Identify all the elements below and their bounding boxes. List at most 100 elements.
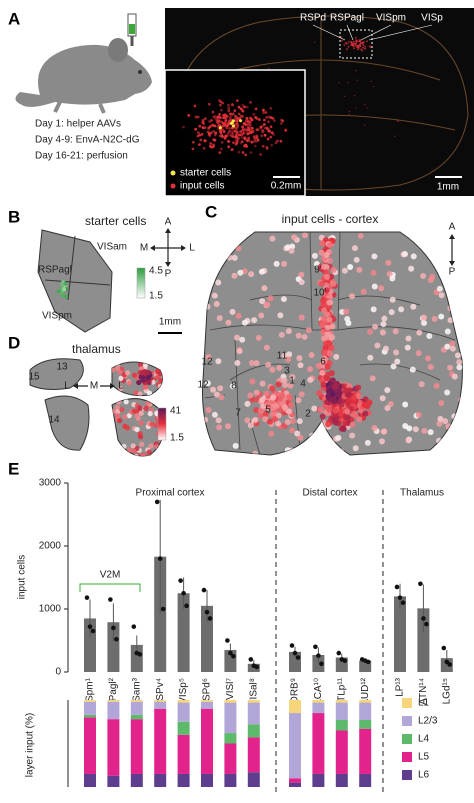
area-label: 7	[235, 408, 241, 419]
cell-dot	[244, 153, 248, 157]
input-dot	[281, 352, 288, 359]
input-dot	[273, 260, 280, 267]
input-dot	[370, 306, 377, 313]
input-dot	[443, 446, 450, 453]
cell-dot	[262, 108, 265, 112]
cell-dot	[369, 46, 372, 49]
cell-dot	[350, 44, 353, 46]
input-dot	[338, 448, 345, 455]
cell-dot	[235, 99, 239, 103]
cell-dot	[236, 124, 240, 128]
cell-dot	[262, 111, 265, 115]
input-dot	[278, 331, 285, 338]
input-dot	[410, 253, 417, 260]
input-dot	[155, 397, 162, 403]
x-tick-label: RSPagl²	[108, 677, 119, 715]
compass-label: M	[140, 243, 148, 254]
cell-dot	[355, 41, 358, 44]
cell-dot	[231, 134, 235, 138]
input-dot	[319, 240, 326, 247]
stack-segment	[359, 702, 372, 721]
cell-dot	[234, 142, 238, 146]
stack-segment	[359, 700, 372, 703]
input-dot	[275, 420, 282, 427]
input-dot	[141, 361, 147, 363]
input-dot	[430, 238, 437, 245]
input-dot	[271, 416, 278, 423]
area-label: 3	[284, 366, 290, 377]
x-tick-label: LP¹³	[395, 677, 406, 697]
cell-dot	[204, 117, 208, 120]
cell-dot	[215, 118, 219, 122]
data-point	[111, 625, 116, 631]
cell-dot	[209, 131, 213, 135]
cell-dot	[221, 128, 225, 132]
input-dot	[264, 301, 271, 308]
input-dot	[205, 354, 212, 361]
input-dot	[364, 439, 371, 446]
bracket-label: V2M	[100, 570, 121, 581]
stack-segment	[359, 773, 372, 787]
inset-dots	[182, 99, 288, 157]
stack-segment	[107, 701, 120, 720]
input-dot	[317, 406, 324, 413]
cell-dot	[236, 117, 240, 121]
axis-label: M	[90, 381, 98, 392]
data-point	[365, 659, 371, 665]
input-dot	[371, 253, 378, 260]
input-dot	[140, 452, 146, 456]
input-dot	[436, 285, 443, 292]
input-dot	[284, 244, 291, 251]
cell-dot	[212, 138, 216, 142]
input-dot	[133, 390, 139, 396]
input-dot	[225, 319, 232, 326]
data-point	[289, 643, 295, 648]
stack-segment	[177, 734, 190, 774]
input-dot	[309, 432, 316, 439]
cell-dot	[271, 116, 275, 120]
input-dot	[307, 376, 314, 383]
input-dot	[244, 400, 251, 407]
cell-dot	[352, 44, 354, 47]
stack-segment	[107, 775, 120, 787]
input-dot	[137, 362, 144, 368]
input-dot	[322, 349, 329, 356]
cell-dot	[218, 99, 221, 102]
legend-swatch	[402, 698, 412, 708]
cell-dot	[254, 107, 258, 111]
cell-dot	[226, 139, 230, 143]
cell-dot	[245, 116, 249, 120]
region-label: VISp	[421, 13, 443, 24]
panel-title: thalamus	[72, 342, 121, 356]
cell-dot	[193, 104, 197, 108]
input-dot	[448, 286, 455, 293]
input-dot	[265, 361, 272, 368]
input-dot	[247, 392, 254, 399]
cell-dot	[274, 141, 278, 145]
legend-label: L1	[418, 698, 430, 709]
input-dot	[149, 421, 155, 427]
input-dot	[349, 293, 356, 300]
cell-dot	[249, 101, 252, 104]
area-label: 8	[231, 381, 237, 392]
input-dot	[289, 374, 296, 381]
cell-dot	[237, 150, 241, 154]
input-dot	[285, 408, 292, 415]
cell-dot	[341, 39, 343, 42]
input-dot	[231, 254, 238, 261]
cell-dot	[201, 126, 205, 130]
stack-segment	[335, 702, 348, 721]
x-tick-label: AUD¹²	[360, 677, 371, 705]
group-label: Distal cortex	[302, 488, 357, 499]
stack-segment	[359, 720, 372, 729]
stack-segment	[247, 737, 260, 773]
input-dot	[379, 395, 386, 402]
panel-label: A	[8, 9, 20, 28]
input-dot	[148, 443, 154, 449]
stack-segment	[84, 700, 96, 702]
cell-dot	[211, 123, 215, 127]
input-dot	[259, 380, 266, 387]
input-dot	[343, 308, 350, 315]
data-point	[114, 636, 119, 642]
stack-segment	[130, 700, 143, 702]
